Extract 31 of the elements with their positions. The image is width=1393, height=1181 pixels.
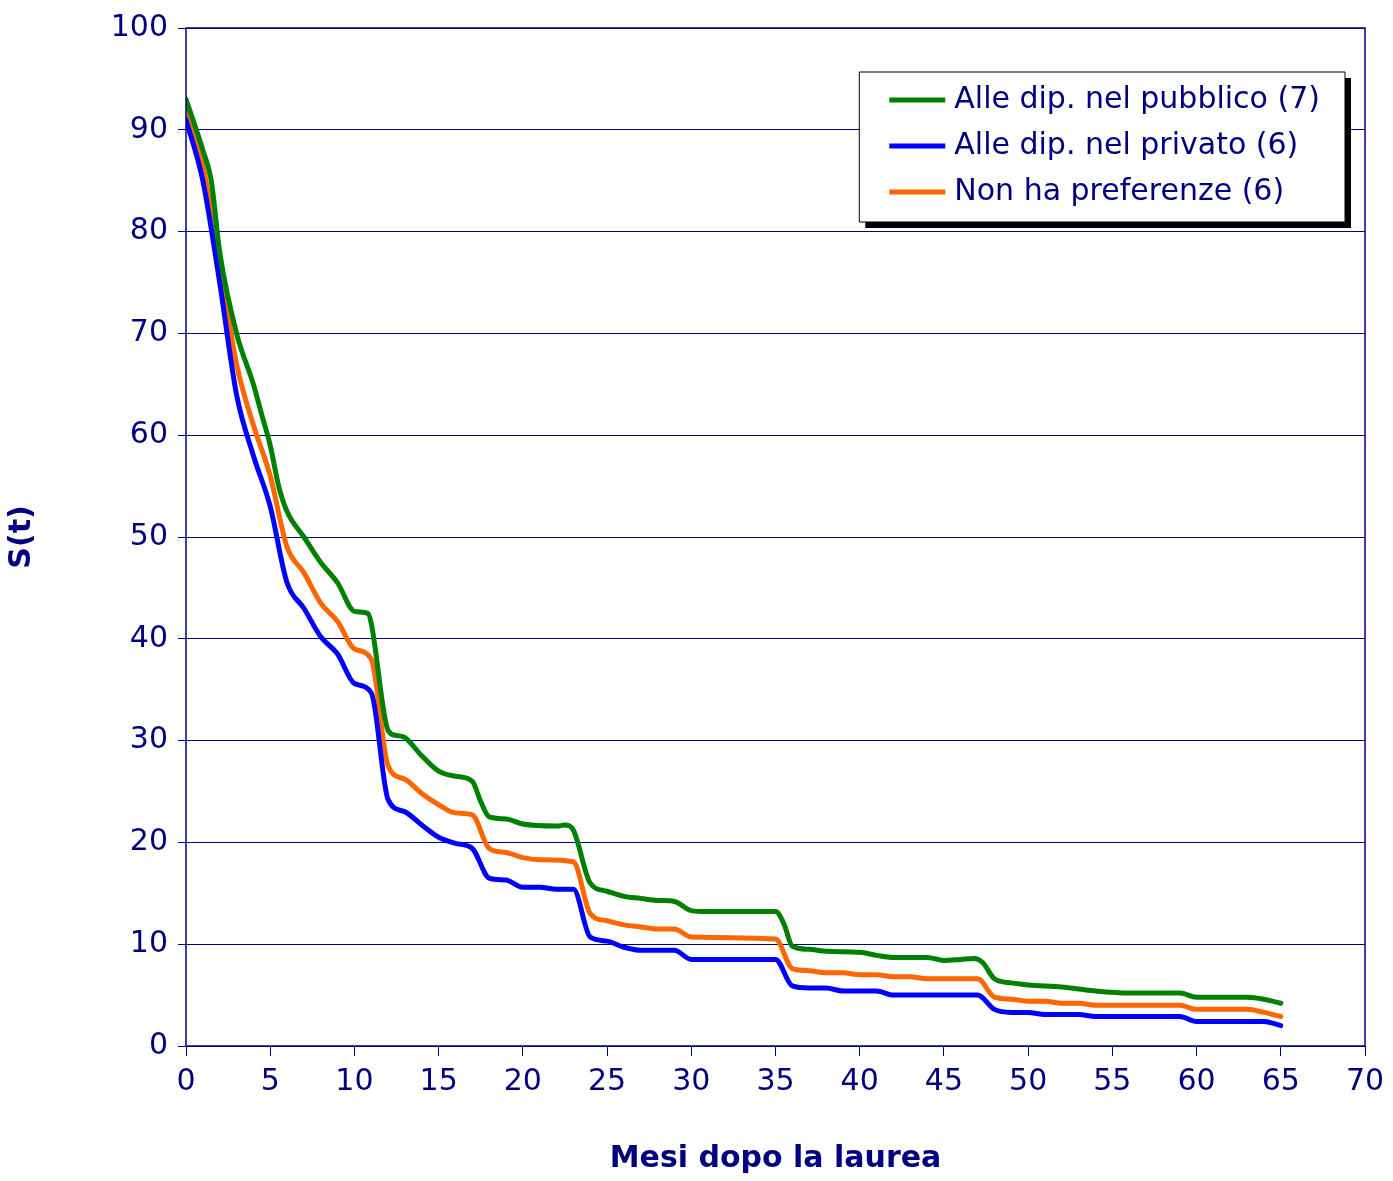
x-tick-label: 10 (335, 1061, 374, 1097)
y-tick-label: 80 (129, 211, 168, 247)
x-tick-label: 65 (1261, 1061, 1300, 1097)
x-tick-label: 30 (672, 1061, 711, 1097)
x-tick-label: 55 (1093, 1061, 1132, 1097)
x-tick-label: 5 (260, 1061, 280, 1097)
legend-label: Non ha preferenze (6) (954, 171, 1285, 207)
x-tick-label: 20 (503, 1061, 542, 1097)
x-tick-label: 70 (1345, 1061, 1385, 1097)
y-tick-label: 70 (129, 313, 168, 349)
x-tick-label: 35 (756, 1061, 795, 1097)
x-tick-label: 50 (1009, 1061, 1048, 1097)
y-tick-label: 100 (110, 7, 168, 43)
y-axis-title: S(t) (1, 505, 37, 569)
y-tick-label: 50 (129, 516, 168, 552)
x-tick-label: 25 (587, 1061, 627, 1097)
legend-label: Alle dip. nel privato (6) (954, 125, 1299, 161)
y-tick-label: 0 (148, 1025, 168, 1061)
y-tick-label: 10 (129, 924, 168, 959)
y-tick-label: 30 (129, 720, 168, 756)
x-tick-label: 60 (1177, 1061, 1216, 1097)
legend-label: Alle dip. nel pubblico (7) (954, 79, 1321, 115)
y-tick-label: 40 (129, 618, 168, 654)
x-tick-label: 40 (840, 1061, 879, 1097)
y-tick-label: 20 (129, 822, 168, 858)
x-axis-title: Mesi dopo la laurea (609, 1138, 942, 1174)
x-tick-label: 0 (176, 1061, 196, 1097)
y-tick-label: 60 (129, 415, 168, 450)
y-tick-label: 90 (129, 109, 168, 145)
x-tick-label: 45 (924, 1061, 964, 1097)
x-tick-label: 15 (419, 1061, 458, 1097)
